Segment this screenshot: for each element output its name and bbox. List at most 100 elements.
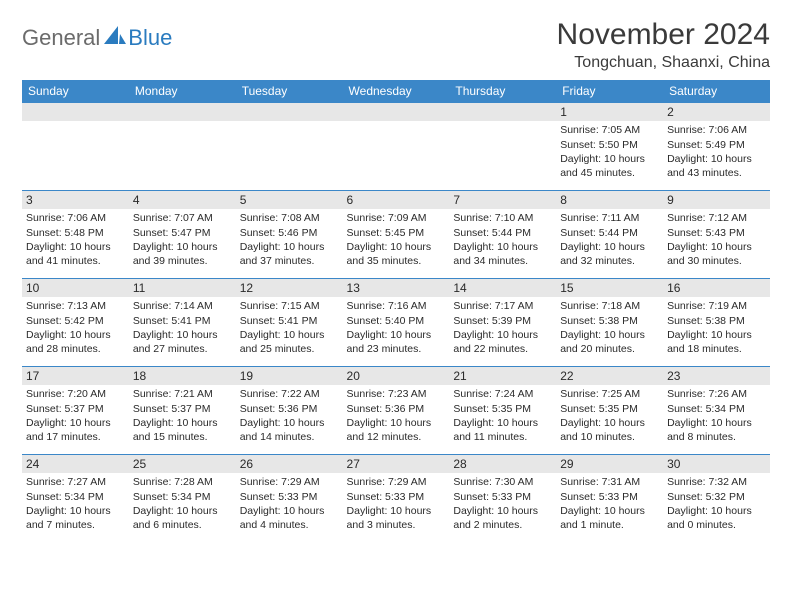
day-number: 15	[556, 279, 663, 297]
day-cell	[236, 103, 343, 191]
day-cell: 3Sunrise: 7:06 AMSunset: 5:48 PMDaylight…	[22, 191, 129, 279]
sunset-text: Sunset: 5:41 PM	[240, 314, 339, 328]
sunrise-text: Sunrise: 7:19 AM	[667, 299, 766, 313]
day-cell: 14Sunrise: 7:17 AMSunset: 5:39 PMDayligh…	[449, 279, 556, 367]
day-header: Thursday	[449, 80, 556, 103]
daylight-text: Daylight: 10 hours and 32 minutes.	[560, 240, 659, 268]
daylight-text: Daylight: 10 hours and 41 minutes.	[26, 240, 125, 268]
day-number: 28	[449, 455, 556, 473]
day-number: 20	[343, 367, 450, 385]
sunrise-text: Sunrise: 7:24 AM	[453, 387, 552, 401]
calendar-table: Sunday Monday Tuesday Wednesday Thursday…	[22, 80, 770, 543]
sunset-text: Sunset: 5:38 PM	[560, 314, 659, 328]
sunrise-text: Sunrise: 7:30 AM	[453, 475, 552, 489]
day-cell: 2Sunrise: 7:06 AMSunset: 5:49 PMDaylight…	[663, 103, 770, 191]
day-cell: 19Sunrise: 7:22 AMSunset: 5:36 PMDayligh…	[236, 367, 343, 455]
sunset-text: Sunset: 5:47 PM	[133, 226, 232, 240]
sunset-text: Sunset: 5:35 PM	[560, 402, 659, 416]
day-content: Sunrise: 7:10 AMSunset: 5:44 PMDaylight:…	[449, 209, 556, 272]
day-content: Sunrise: 7:31 AMSunset: 5:33 PMDaylight:…	[556, 473, 663, 536]
day-header-row: Sunday Monday Tuesday Wednesday Thursday…	[22, 80, 770, 103]
day-content: Sunrise: 7:06 AMSunset: 5:48 PMDaylight:…	[22, 209, 129, 272]
daylight-text: Daylight: 10 hours and 23 minutes.	[347, 328, 446, 356]
day-content: Sunrise: 7:13 AMSunset: 5:42 PMDaylight:…	[22, 297, 129, 360]
day-content: Sunrise: 7:08 AMSunset: 5:46 PMDaylight:…	[236, 209, 343, 272]
day-content: Sunrise: 7:30 AMSunset: 5:33 PMDaylight:…	[449, 473, 556, 536]
daylight-text: Daylight: 10 hours and 4 minutes.	[240, 504, 339, 532]
day-cell: 13Sunrise: 7:16 AMSunset: 5:40 PMDayligh…	[343, 279, 450, 367]
day-content: Sunrise: 7:12 AMSunset: 5:43 PMDaylight:…	[663, 209, 770, 272]
daylight-text: Daylight: 10 hours and 12 minutes.	[347, 416, 446, 444]
sunset-text: Sunset: 5:33 PM	[560, 490, 659, 504]
day-number: 10	[22, 279, 129, 297]
sunset-text: Sunset: 5:33 PM	[240, 490, 339, 504]
day-cell: 9Sunrise: 7:12 AMSunset: 5:43 PMDaylight…	[663, 191, 770, 279]
daylight-text: Daylight: 10 hours and 8 minutes.	[667, 416, 766, 444]
day-number-empty	[236, 103, 343, 121]
week-row: 3Sunrise: 7:06 AMSunset: 5:48 PMDaylight…	[22, 191, 770, 279]
day-number: 29	[556, 455, 663, 473]
sunset-text: Sunset: 5:37 PM	[26, 402, 125, 416]
day-cell: 27Sunrise: 7:29 AMSunset: 5:33 PMDayligh…	[343, 455, 450, 543]
sunset-text: Sunset: 5:34 PM	[667, 402, 766, 416]
day-cell: 7Sunrise: 7:10 AMSunset: 5:44 PMDaylight…	[449, 191, 556, 279]
day-number: 16	[663, 279, 770, 297]
daylight-text: Daylight: 10 hours and 7 minutes.	[26, 504, 125, 532]
daylight-text: Daylight: 10 hours and 10 minutes.	[560, 416, 659, 444]
sunset-text: Sunset: 5:38 PM	[667, 314, 766, 328]
sunrise-text: Sunrise: 7:18 AM	[560, 299, 659, 313]
daylight-text: Daylight: 10 hours and 2 minutes.	[453, 504, 552, 532]
location: Tongchuan, Shaanxi, China	[557, 54, 770, 72]
daylight-text: Daylight: 10 hours and 3 minutes.	[347, 504, 446, 532]
daylight-text: Daylight: 10 hours and 22 minutes.	[453, 328, 552, 356]
daylight-text: Daylight: 10 hours and 17 minutes.	[26, 416, 125, 444]
day-number-empty	[129, 103, 236, 121]
day-content: Sunrise: 7:06 AMSunset: 5:49 PMDaylight:…	[663, 121, 770, 184]
sunset-text: Sunset: 5:35 PM	[453, 402, 552, 416]
day-number: 13	[343, 279, 450, 297]
day-number: 19	[236, 367, 343, 385]
sunset-text: Sunset: 5:33 PM	[453, 490, 552, 504]
day-number: 23	[663, 367, 770, 385]
logo-sail-icon	[104, 26, 126, 51]
daylight-text: Daylight: 10 hours and 39 minutes.	[133, 240, 232, 268]
day-number-empty	[449, 103, 556, 121]
day-content: Sunrise: 7:07 AMSunset: 5:47 PMDaylight:…	[129, 209, 236, 272]
day-number: 25	[129, 455, 236, 473]
sunrise-text: Sunrise: 7:17 AM	[453, 299, 552, 313]
sunrise-text: Sunrise: 7:06 AM	[26, 211, 125, 225]
sunset-text: Sunset: 5:33 PM	[347, 490, 446, 504]
sunrise-text: Sunrise: 7:09 AM	[347, 211, 446, 225]
sunset-text: Sunset: 5:44 PM	[560, 226, 659, 240]
title-block: November 2024 Tongchuan, Shaanxi, China	[557, 18, 770, 72]
day-number: 18	[129, 367, 236, 385]
sunrise-text: Sunrise: 7:07 AM	[133, 211, 232, 225]
day-content: Sunrise: 7:25 AMSunset: 5:35 PMDaylight:…	[556, 385, 663, 448]
day-content: Sunrise: 7:32 AMSunset: 5:32 PMDaylight:…	[663, 473, 770, 536]
calendar-page: General Blue November 2024 Tongchuan, Sh…	[0, 0, 792, 553]
day-cell: 5Sunrise: 7:08 AMSunset: 5:46 PMDaylight…	[236, 191, 343, 279]
day-content: Sunrise: 7:05 AMSunset: 5:50 PMDaylight:…	[556, 121, 663, 184]
day-cell: 1Sunrise: 7:05 AMSunset: 5:50 PMDaylight…	[556, 103, 663, 191]
daylight-text: Daylight: 10 hours and 30 minutes.	[667, 240, 766, 268]
day-cell: 23Sunrise: 7:26 AMSunset: 5:34 PMDayligh…	[663, 367, 770, 455]
daylight-text: Daylight: 10 hours and 1 minute.	[560, 504, 659, 532]
daylight-text: Daylight: 10 hours and 27 minutes.	[133, 328, 232, 356]
day-number: 30	[663, 455, 770, 473]
day-number: 17	[22, 367, 129, 385]
sunrise-text: Sunrise: 7:14 AM	[133, 299, 232, 313]
daylight-text: Daylight: 10 hours and 14 minutes.	[240, 416, 339, 444]
day-header: Sunday	[22, 80, 129, 103]
sunset-text: Sunset: 5:37 PM	[133, 402, 232, 416]
daylight-text: Daylight: 10 hours and 45 minutes.	[560, 152, 659, 180]
day-cell	[343, 103, 450, 191]
day-cell	[22, 103, 129, 191]
day-number: 14	[449, 279, 556, 297]
sunrise-text: Sunrise: 7:05 AM	[560, 123, 659, 137]
sunset-text: Sunset: 5:42 PM	[26, 314, 125, 328]
day-cell: 22Sunrise: 7:25 AMSunset: 5:35 PMDayligh…	[556, 367, 663, 455]
day-content: Sunrise: 7:11 AMSunset: 5:44 PMDaylight:…	[556, 209, 663, 272]
day-content: Sunrise: 7:16 AMSunset: 5:40 PMDaylight:…	[343, 297, 450, 360]
sunset-text: Sunset: 5:36 PM	[240, 402, 339, 416]
logo: General Blue	[22, 18, 172, 51]
